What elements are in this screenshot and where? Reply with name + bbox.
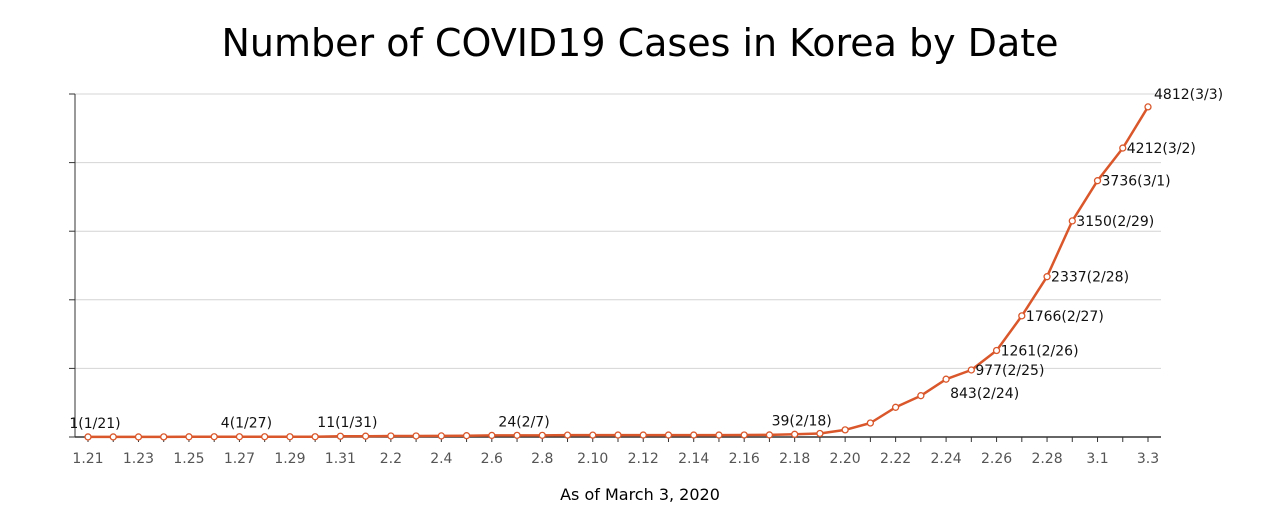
x-tick-label: 2.16: [729, 451, 760, 467]
x-tick-label: 2.28: [1031, 451, 1062, 467]
x-tick-label: 2.14: [678, 451, 709, 467]
data-point: [462, 432, 471, 440]
data-point: [639, 431, 647, 439]
data-label: 3150(2/29): [1076, 214, 1154, 230]
gridlines: [75, 93, 1161, 369]
data-point: [286, 433, 294, 441]
x-tick-label: 2.22: [880, 451, 911, 467]
data-label: 977(2/25): [975, 363, 1044, 379]
x-tick-label: 2.12: [628, 451, 659, 467]
data-point: [967, 366, 975, 374]
data-point: [664, 431, 673, 439]
data-point: [185, 433, 193, 441]
chart-caption: As of March 3, 2020: [560, 485, 720, 504]
data-point: [160, 433, 168, 441]
x-tick-label: 3.1: [1086, 451, 1108, 467]
x-tick-label: 3.3: [1137, 451, 1159, 467]
data-point: [1018, 312, 1026, 320]
x-axis-ticks: 1.21 1.23 1.25 1.27 1.29 1.31 2.2 2.4 2.6 2.8 2.10…: [72, 437, 1159, 467]
data-point: [715, 431, 723, 439]
x-tick-label: 2.8: [531, 451, 553, 467]
data-point: [1043, 273, 1051, 281]
data-point: [841, 426, 849, 434]
data-point: [261, 433, 269, 441]
data-label: 4(1/27): [221, 416, 272, 432]
data-point: [765, 431, 774, 439]
data-point: [311, 433, 319, 441]
data-point: [1144, 103, 1152, 111]
data-labels: 1(1/21) 4(1/27) 11(1/31) 24(2/7) 39(2/18) 843…: [69, 87, 1223, 432]
data-point: [109, 433, 117, 441]
data-label: 4212(3/2): [1127, 141, 1196, 157]
data-point: [412, 432, 420, 440]
data-point: [866, 419, 875, 427]
data-label: 1261(2/26): [1001, 343, 1079, 359]
data-point: [538, 431, 546, 440]
x-tick-label: 1.31: [325, 451, 356, 467]
data-point: [437, 432, 445, 440]
data-point: [387, 432, 395, 440]
data-label: 1766(2/27): [1026, 309, 1104, 325]
data-point: [614, 431, 622, 439]
data-point: [513, 431, 521, 440]
data-point: [1119, 144, 1127, 152]
x-tick-label: 2.20: [830, 451, 861, 467]
data-label: 1(1/21): [69, 416, 120, 432]
data-point: [1093, 177, 1102, 185]
data-point: [740, 431, 748, 439]
data-point: [134, 433, 143, 441]
x-tick-label: 2.18: [779, 451, 810, 467]
data-point: [791, 430, 799, 438]
x-tick-label: 2.2: [380, 451, 402, 467]
x-tick-label: 1.21: [72, 451, 103, 467]
x-tick-label: 1.29: [274, 451, 305, 467]
data-point: [84, 433, 92, 441]
data-point: [992, 346, 1001, 355]
x-tick-label: 2.6: [481, 451, 503, 467]
series-cases: [84, 103, 1152, 441]
data-point: [235, 433, 244, 441]
data-point: [563, 431, 572, 439]
data-label: 24(2/7): [498, 414, 549, 430]
data-label: 843(2/24): [950, 386, 1019, 402]
x-tick-label: 2.26: [981, 451, 1012, 467]
data-point: [891, 403, 900, 411]
x-tick-label: 1.27: [224, 451, 255, 467]
data-point: [917, 392, 925, 400]
data-point: [361, 432, 370, 440]
x-tick-label: 2.24: [931, 451, 962, 467]
data-point: [1068, 217, 1076, 225]
data-point: [942, 375, 950, 383]
data-point: [488, 431, 496, 440]
data-label: 4812(3/3): [1154, 87, 1223, 103]
data-label: 3736(3/1): [1102, 174, 1171, 190]
x-tick-label: 2.10: [577, 451, 608, 467]
data-point: [210, 433, 218, 441]
data-label: 39(2/18): [772, 413, 832, 429]
x-tick-label: 1.25: [173, 451, 204, 467]
data-point: [816, 429, 824, 438]
data-point: [336, 432, 345, 440]
data-point: [690, 431, 698, 439]
chart-title: Number of COVID19 Cases in Korea by Date: [221, 21, 1058, 65]
x-tick-label: 2.4: [430, 451, 452, 467]
x-tick-label: 1.23: [123, 451, 154, 467]
data-point: [589, 431, 597, 439]
data-label: 11(1/31): [317, 415, 377, 431]
data-label: 2337(2/28): [1051, 270, 1129, 286]
